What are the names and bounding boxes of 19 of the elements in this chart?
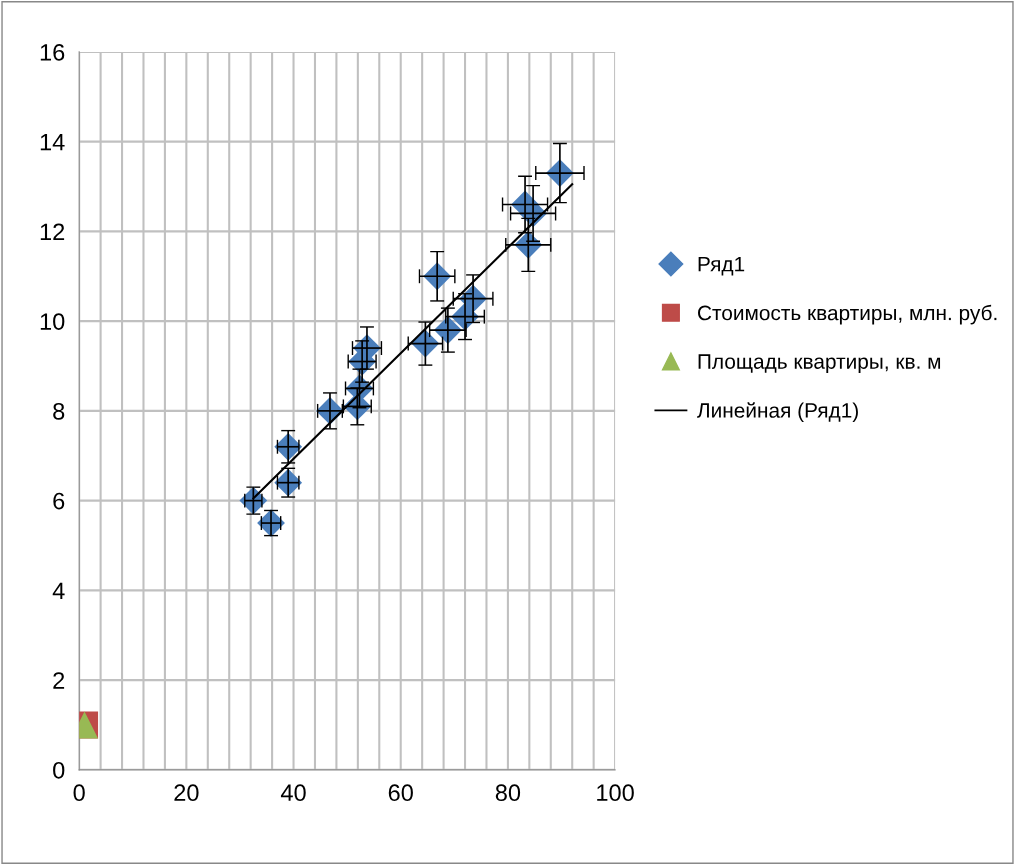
y-tick-label: 10 xyxy=(40,313,65,330)
x-tick-label: 40 xyxy=(280,784,306,802)
x-tick-label: 100 xyxy=(597,784,634,802)
legend-label: Линейная (Ряд1) xyxy=(697,402,858,422)
y-tick-label: 0 xyxy=(53,761,65,779)
y-tick-label: 2 xyxy=(53,672,65,689)
x-tick-label: 0 xyxy=(73,784,85,802)
y-tick-label: 12 xyxy=(40,223,65,240)
x-tick-label: 60 xyxy=(388,784,413,802)
legend-label: Стоимость квартиры, млн. руб. xyxy=(698,304,997,325)
y-tick-label: 4 xyxy=(52,582,65,599)
legend-label: Ряд1 xyxy=(698,256,745,276)
y-tick-label: 8 xyxy=(53,402,65,420)
legend-label: Площадь квартиры, кв. м xyxy=(698,354,941,373)
y-tick-label: 16 xyxy=(40,43,65,61)
y-tick-label: 14 xyxy=(40,133,65,151)
x-tick-label: 20 xyxy=(174,784,199,802)
y-tick-label: 6 xyxy=(53,492,65,510)
x-tick-label: 80 xyxy=(495,784,521,802)
